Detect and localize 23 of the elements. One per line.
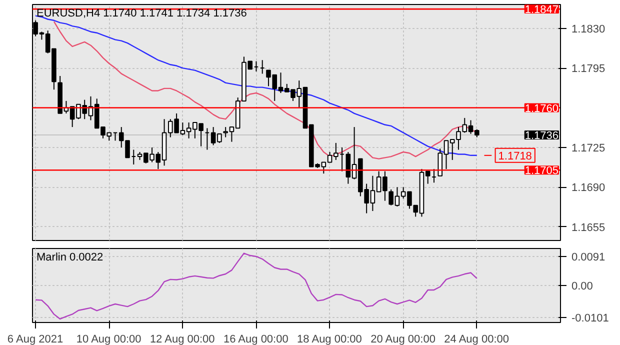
chart-title: EURUSD,H4 1.1740 1.1741 1.1734 1.1736: [36, 8, 247, 20]
x-tick-label: 20 Aug 00:00: [370, 334, 436, 345]
ref-line-label: 1.1760: [524, 102, 559, 115]
y-tick-label: -0.0101: [572, 312, 609, 325]
x-tick-label: 18 Aug 00:00: [297, 334, 362, 345]
y-tick-label: 0.00: [572, 280, 593, 292]
y-tick-label: 1.1655: [572, 222, 606, 234]
x-tick-label: 12 Aug 00:00: [150, 334, 215, 345]
x-tick-label: 16 Aug 00:00: [224, 334, 288, 345]
ref-line-label: 1.1736: [524, 130, 559, 142]
chart-title: Marlin 0.0022: [36, 252, 104, 264]
y-tick-label: 0.0091: [572, 251, 606, 264]
ref-line-label: 1.1847: [524, 4, 559, 16]
y-tick-label: 1.1795: [572, 63, 606, 76]
x-tick-label: 6 Aug 2021: [7, 334, 64, 345]
y-tick-label: 1.1830: [572, 23, 606, 36]
x-tick-label: 10 Aug 00:00: [76, 334, 142, 345]
y-tick-label: 1.1690: [572, 182, 606, 194]
x-tick-label: 24 Aug 00:00: [444, 334, 510, 345]
ref-line-label: 1.1705: [524, 165, 559, 178]
y-tick-label: 1.1725: [572, 142, 606, 154]
data-label: 1.1718: [498, 150, 532, 162]
line-series: [34, 252, 478, 320]
